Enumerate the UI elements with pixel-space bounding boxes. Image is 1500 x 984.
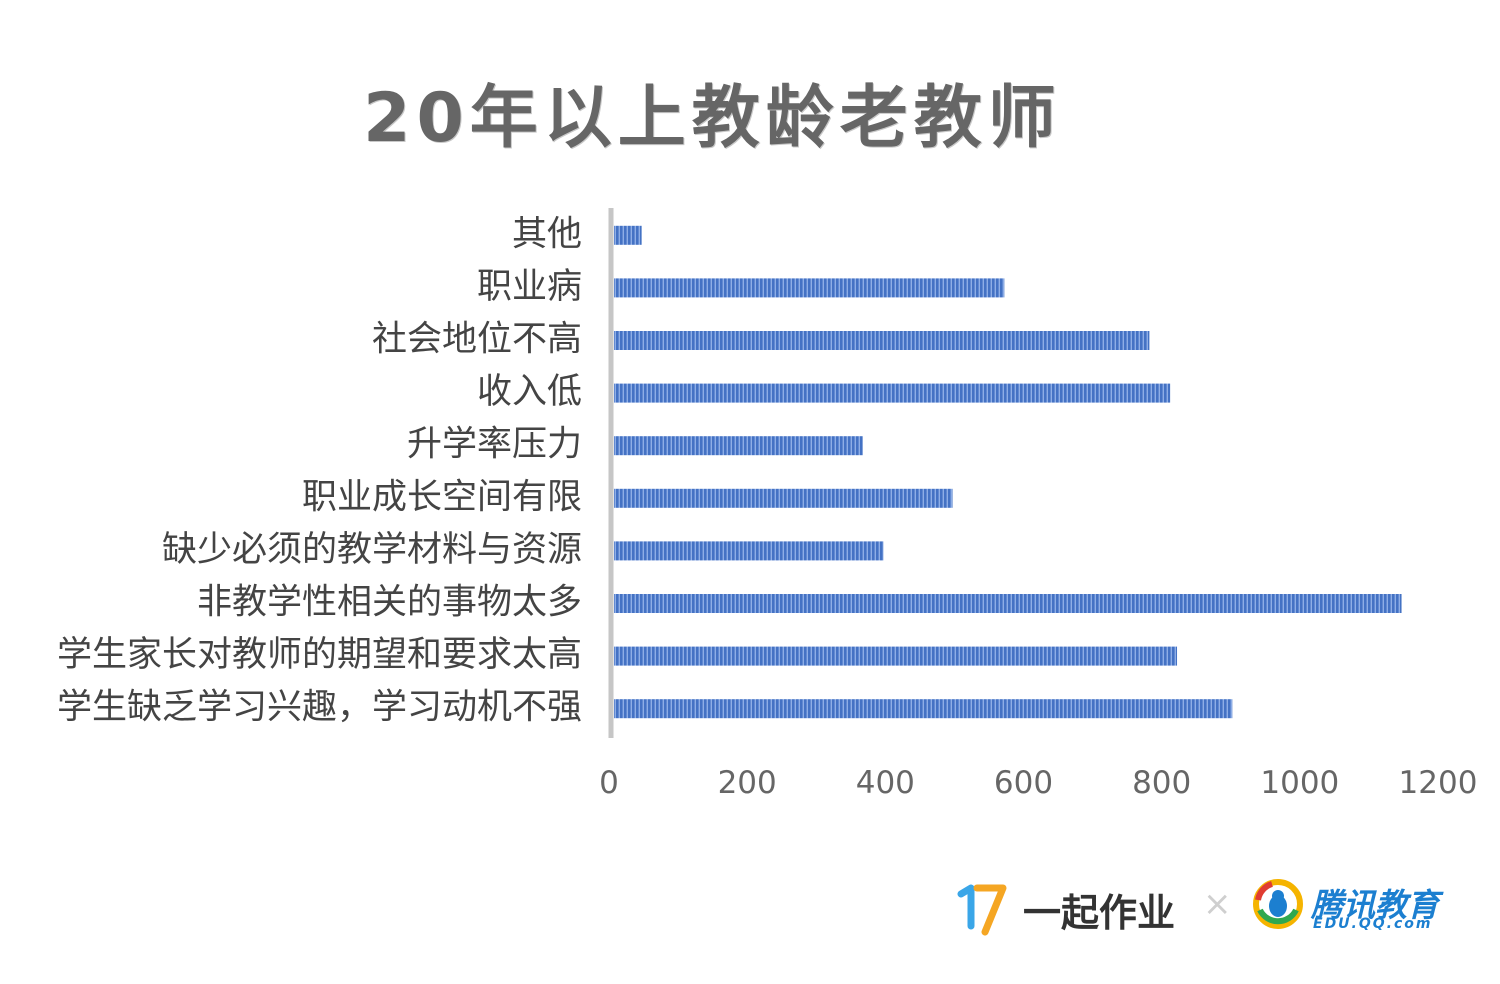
category-label: 收入低 — [477, 372, 582, 412]
brand-tencent-edu-url: EDU.QQ.com — [1313, 916, 1433, 932]
tencent-edu-logo-icon — [1253, 879, 1303, 929]
bar — [614, 699, 1233, 719]
category-label: 学生家长对教师的期望和要求太高 — [57, 635, 582, 675]
x-tick-label: 800 — [1132, 765, 1191, 801]
x-axis-ticks: 0 200 400 600 800 1000 1200 — [599, 765, 1477, 801]
bar — [614, 331, 1150, 350]
category-label: 缺少必须的教学材料与资源 — [162, 530, 582, 570]
category-label: 职业病 — [477, 267, 582, 307]
footer-separator: × — [1203, 884, 1232, 924]
x-tick-label: 1000 — [1260, 765, 1339, 801]
x-tick-label: 0 — [599, 765, 619, 801]
bars-layer — [614, 225, 1402, 719]
bar — [614, 225, 642, 245]
x-tick-label: 400 — [856, 765, 915, 801]
bar — [614, 278, 1005, 298]
bar — [614, 646, 1178, 666]
category-label: 其他 — [512, 214, 582, 254]
category-label: 升学率压力 — [407, 425, 582, 465]
bar — [614, 594, 1402, 613]
bar — [614, 436, 863, 456]
bar — [614, 383, 1171, 403]
category-label: 职业成长空间有限 — [302, 477, 582, 517]
category-labels: 其他职业病社会地位不高收入低升学率压力职业成长空间有限缺少必须的教学材料与资源非… — [57, 214, 582, 727]
x-tick-label: 600 — [994, 765, 1053, 801]
17zuoye-logo-icon — [957, 884, 1007, 936]
bar — [614, 488, 953, 508]
brand-tencent-edu: 腾讯教育 — [1311, 886, 1440, 924]
footer-logos: 一起作业 × 腾讯教育 EDU.QQ.com — [955, 872, 1475, 942]
category-label: 社会地位不高 — [372, 320, 582, 360]
category-label: 学生缺乏学习兴趣，学习动机不强 — [57, 688, 582, 728]
x-tick-label: 200 — [718, 765, 777, 801]
chart-title: 20年以上教龄老教师 — [363, 79, 1062, 158]
bar — [614, 541, 884, 561]
brand-17zuoye: 一起作业 — [1023, 891, 1176, 935]
category-label: 非教学性相关的事物太多 — [197, 583, 582, 623]
x-tick-label: 1200 — [1399, 765, 1478, 801]
